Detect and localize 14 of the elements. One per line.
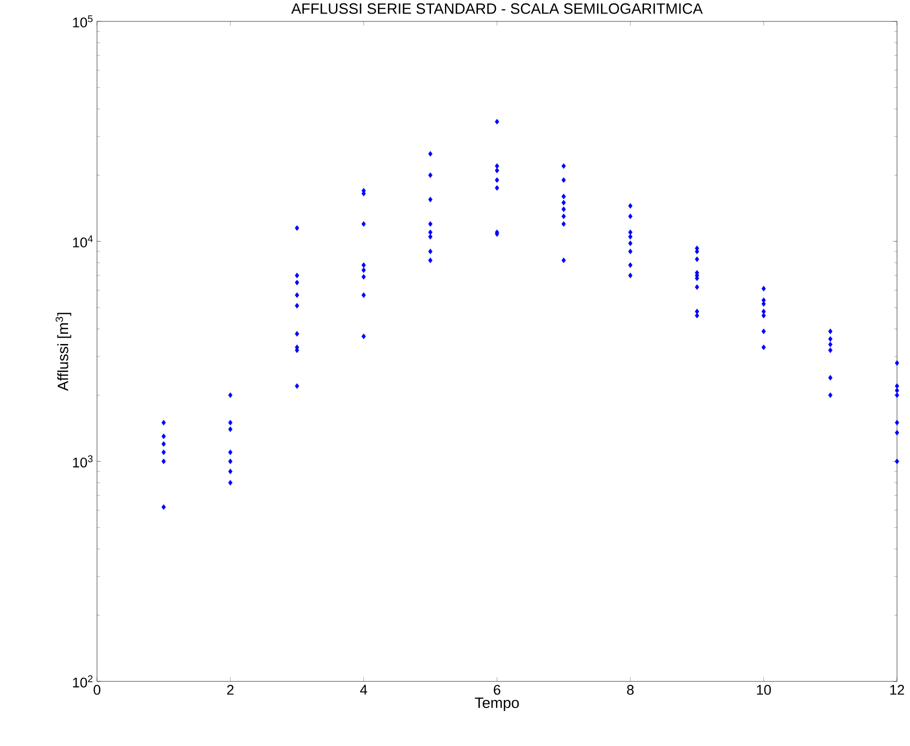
x-axis-title: Tempo bbox=[474, 697, 519, 711]
x-tick-label: 12 bbox=[890, 684, 904, 694]
x-tick-label: 10 bbox=[756, 684, 771, 695]
y-tick-label: 10$^{3}$ bbox=[73, 455, 93, 468]
x-tick-label: 8 bbox=[627, 684, 634, 695]
x-tick-label: 4 bbox=[360, 684, 368, 694]
y-axis-title: Afflussi [m$^{3}$] bbox=[56, 312, 72, 391]
chart-title: AFFLUSSI SERIE STANDARD - SCALA SEMILOGARITMICA bbox=[291, 3, 703, 14]
y-tick-label: 10$^{4}$ bbox=[73, 235, 93, 248]
x-tick-label: 6 bbox=[494, 684, 500, 695]
y-tick-label: 10$^{5}$ bbox=[73, 15, 93, 28]
x-tick-label: 0 bbox=[94, 684, 100, 695]
y-tick-label: 10$^{2}$ bbox=[73, 675, 92, 688]
x-tick-label: 2 bbox=[227, 684, 234, 694]
